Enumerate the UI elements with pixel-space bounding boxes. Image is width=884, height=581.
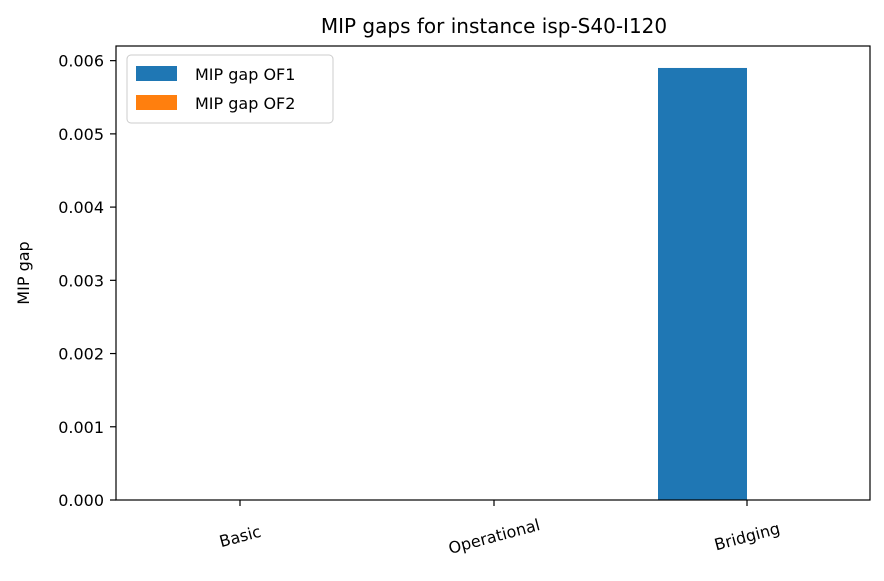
y-tick-label: 0.002 bbox=[58, 345, 104, 364]
legend: MIP gap OF1 MIP gap OF2 bbox=[126, 54, 334, 124]
x-tick-label-basic: Basic bbox=[217, 522, 263, 551]
x-tick-label-operational: Operational bbox=[446, 515, 542, 558]
chart-title: MIP gaps for instance isp-S40-I120 bbox=[321, 14, 667, 38]
legend-label-2: MIP gap OF2 bbox=[195, 94, 295, 113]
plot-frame bbox=[115, 45, 871, 501]
bars-layer bbox=[658, 67, 747, 500]
y-tick-label: 0.003 bbox=[58, 271, 104, 290]
y-tick-label: 0.005 bbox=[58, 125, 104, 144]
y-tick-label: 0.001 bbox=[58, 418, 104, 437]
legend-box bbox=[126, 54, 334, 124]
y-tick-label: 0.004 bbox=[58, 198, 104, 217]
legend-swatch-2 bbox=[136, 95, 177, 110]
x-tick-label-bridging: Bridging bbox=[712, 519, 782, 555]
legend-label-1: MIP gap OF1 bbox=[195, 65, 295, 84]
y-axis-label: MIP gap bbox=[14, 241, 33, 304]
bar-mip-gap-of1-bridging bbox=[658, 67, 747, 500]
y-tick-label: 0.006 bbox=[58, 52, 104, 71]
y-tick-label: 0.000 bbox=[58, 491, 104, 510]
legend-swatch-1 bbox=[136, 66, 177, 81]
